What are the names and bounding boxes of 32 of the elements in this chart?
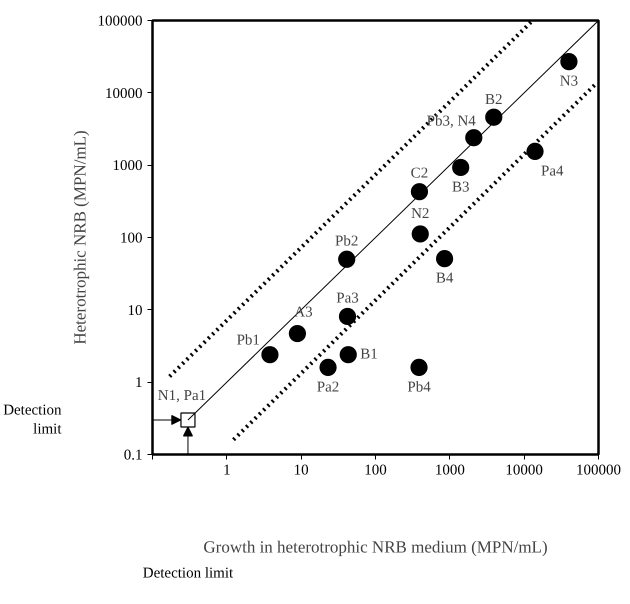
y-tick-label: 10 — [128, 302, 142, 319]
y-tick-label: 100000 — [98, 14, 142, 30]
y-tick-label: 1000 — [112, 158, 142, 174]
y-tick-label: 100 — [120, 230, 142, 246]
annotation: B3 — [452, 179, 470, 196]
y-tick-label: 1 — [135, 375, 142, 392]
x-tick-label: 100000 — [576, 462, 621, 478]
annotation: Pb1 — [236, 332, 260, 349]
text: Detection limit — [142, 566, 234, 582]
y-axis-title: Heterotrophic NRB (MPN/mL) — [70, 130, 90, 345]
annotation: N3 — [560, 74, 578, 90]
annotation: B4 — [436, 270, 454, 287]
x-tick-label: 1000 — [434, 462, 465, 478]
x-tick-label: 1 — [223, 462, 231, 478]
annotation: Pb3, N4 — [426, 114, 476, 130]
annotation: Pa2 — [316, 379, 340, 396]
annotation: Pa4 — [541, 163, 564, 180]
annotation: B2 — [485, 92, 503, 108]
x-tick-label: 10000 — [505, 462, 543, 478]
y-tick-label: 10000 — [105, 86, 142, 102]
x-tick-label: 10 — [294, 462, 309, 478]
y-tick-label: 0.1 — [124, 448, 142, 464]
annotation: C2 — [410, 166, 428, 182]
text: Detection limit — [3, 402, 62, 438]
annotation: Pb2 — [335, 233, 358, 250]
annotation: N1, Pa1 — [158, 388, 206, 404]
annotation: Pb4 — [407, 379, 432, 396]
annotation: B1 — [360, 346, 378, 363]
annotation: N2 — [411, 206, 430, 222]
annotation: Pa3 — [336, 290, 359, 306]
x-tick-label: 100 — [364, 462, 387, 478]
x-axis-title: Growth in heterotrophic NRB medium (MPN/mL) — [203, 538, 548, 556]
